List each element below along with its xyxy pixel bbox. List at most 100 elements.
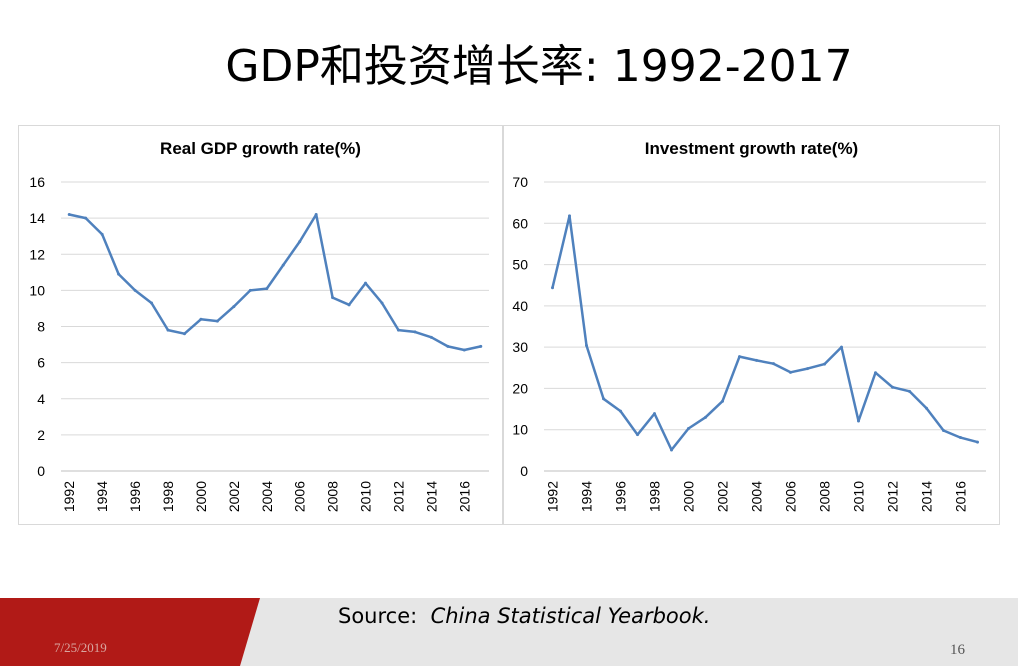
x-tick-label: 2006 [292,481,308,512]
series-line [68,213,482,352]
y-tick-label: 0 [520,463,528,479]
x-tick-label: 1998 [647,481,663,512]
x-tick-label: 2014 [919,481,935,512]
data-point [182,332,186,336]
x-tick-label: 2008 [325,481,341,512]
x-tick-label: 2012 [885,481,901,512]
gdp-chart-title: Real GDP growth rate(%) [160,139,361,158]
data-point [789,370,792,374]
data-point [479,344,483,348]
data-point [704,415,707,419]
data-point [636,433,639,437]
data-point [670,448,673,452]
y-tick-label: 8 [37,319,45,335]
x-tick-label: 2008 [817,481,833,512]
data-point [364,281,368,285]
slide-title: GDP和投资增长率: 1992-2017 [225,41,853,92]
data-point [117,272,121,276]
data-point [653,412,656,416]
data-point [976,440,979,444]
data-point [298,240,302,244]
data-point [380,301,384,305]
x-tick-label: 2000 [681,481,697,512]
x-tick-label: 1992 [545,481,561,512]
data-point [891,385,894,389]
x-tick-label: 1994 [94,481,110,512]
x-tick-label: 1994 [579,481,595,512]
data-point [721,399,724,403]
x-tick-label: 2002 [226,481,242,512]
page-number: 16 [950,642,965,658]
y-tick-label: 2 [37,427,45,443]
source-label: Source: [338,604,418,628]
y-tick-label: 50 [512,257,528,273]
x-tick-label: 2000 [193,481,209,512]
data-point [772,362,775,366]
x-tick-label: 1996 [613,481,629,512]
investment-chart-plot: 0 10 20 30 40 50 60 70 1992 1994 1996 1998 2000 2002 2… [512,174,986,512]
data-point [687,426,690,430]
data-point [100,232,104,236]
data-point [331,296,335,300]
data-point [265,287,269,291]
data-point [166,328,170,332]
x-tick-label: 2010 [851,481,867,512]
y-tick-label: 60 [512,215,528,231]
data-point [942,429,945,433]
data-point [619,409,622,413]
data-point [462,348,466,352]
x-tick-label: 2002 [715,481,731,512]
data-point [925,406,928,410]
data-point [874,371,877,375]
y-tick-label: 10 [29,282,45,298]
data-point [413,330,417,334]
x-tick-label: 2004 [749,481,765,512]
data-point [232,305,236,309]
data-point [959,436,962,440]
x-tick-label: 2016 [456,481,472,512]
y-tick-label: 10 [512,422,528,438]
data-point [429,335,433,339]
data-point [84,216,88,220]
source-text: China Statistical Yearbook. [430,604,711,628]
data-point [908,389,911,393]
data-point [602,397,605,401]
y-tick-label: 6 [37,355,45,371]
x-tick-label: 2006 [783,481,799,512]
x-tick-label: 2014 [423,481,439,512]
y-tick-label: 70 [512,174,528,190]
y-tick-label: 20 [512,380,528,396]
investment-chart: Investment growth rate(%) 0 10 20 30 40 50 60 7… [503,125,1000,525]
gdp-chart: Real GDP growth rate(%) 0 2 4 6 8 10 12 14 16 199… [18,125,503,525]
y-tick-label: 12 [29,246,45,262]
y-tick-label: 14 [29,210,45,226]
data-point [67,213,71,217]
x-tick-label: 1992 [61,481,77,512]
y-tick-label: 0 [37,463,45,479]
y-tick-label: 16 [29,174,45,190]
data-point [281,263,285,267]
data-point [755,358,758,362]
data-point [314,213,318,217]
data-point [347,303,351,307]
data-point [857,419,860,423]
data-point [738,355,741,359]
series-line [551,214,978,452]
x-tick-label: 2010 [358,481,374,512]
data-point [551,286,554,290]
data-point [568,214,571,218]
data-point [248,288,252,292]
data-point [215,319,219,323]
x-tick-label: 2012 [390,481,406,512]
source-note: Source: China Statistical Yearbook. [338,604,710,628]
data-point [133,288,137,292]
x-tick-label: 1998 [160,481,176,512]
gdp-chart-plot: 0 2 4 6 8 10 12 14 16 1992 1994 1996 1998 2000 2002 200… [29,174,489,512]
data-point [840,345,843,349]
x-tick-label: 1996 [127,481,143,512]
data-point [585,343,588,347]
y-tick-label: 4 [37,391,45,407]
y-tick-label: 30 [512,339,528,355]
x-tick-label: 2016 [953,481,969,512]
investment-chart-title: Investment growth rate(%) [644,139,859,158]
